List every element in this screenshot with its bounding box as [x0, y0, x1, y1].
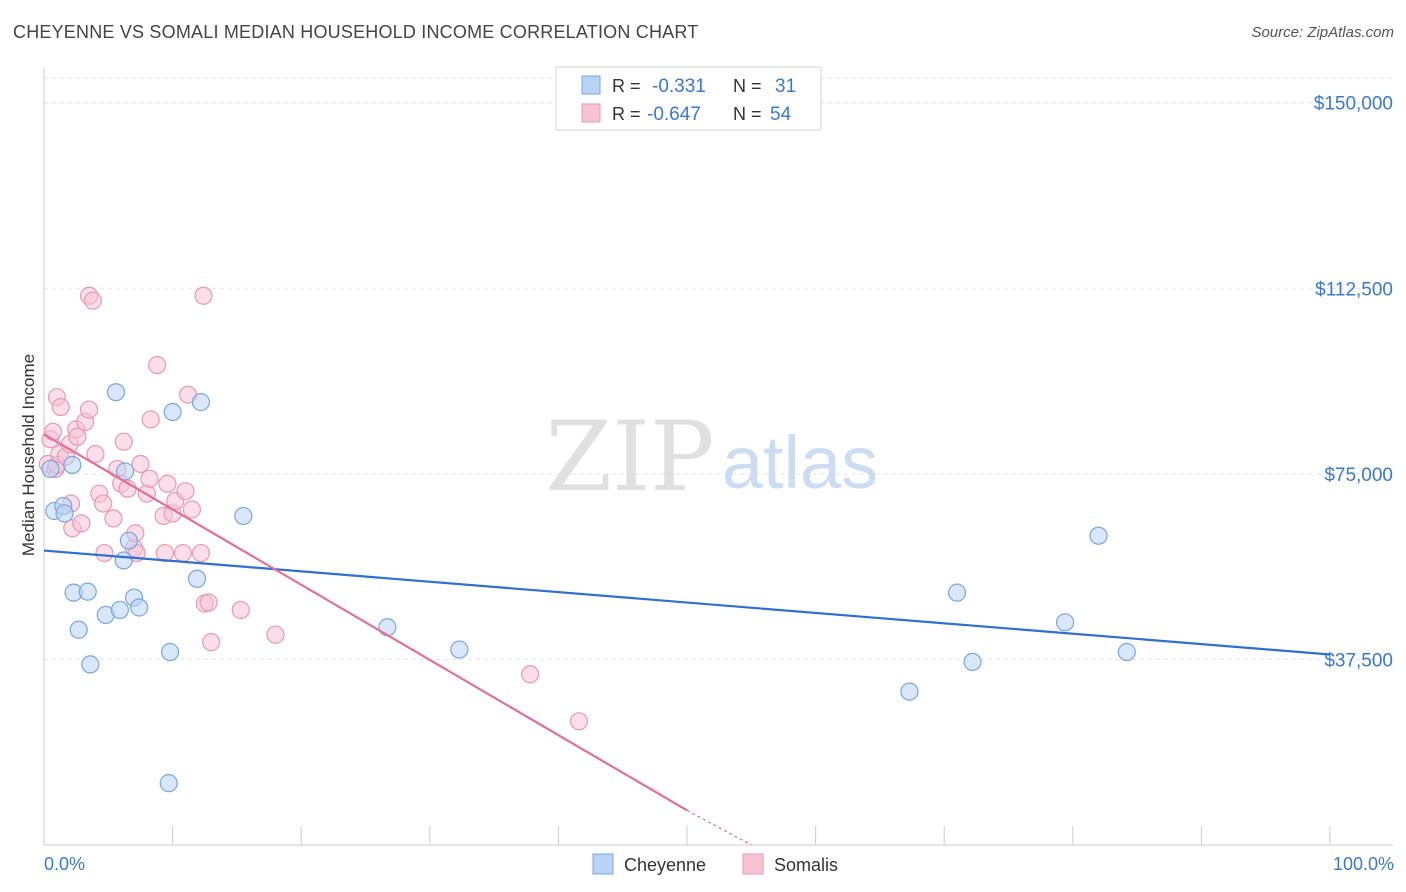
cheyenne-point	[159, 774, 178, 793]
legend-n-value-1: 31	[775, 76, 796, 97]
correlation-legend: R = -0.331 N = 31 R = -0.647 N = 54	[555, 66, 822, 131]
source-label: Source: ZipAtlas.com	[1251, 24, 1394, 41]
x-tick-label: 0.0%	[44, 854, 85, 874]
series-legend: Cheyenne Somalis	[592, 853, 838, 875]
somali-trend-line	[43, 433, 688, 812]
cheyenne-point	[78, 582, 97, 601]
legend-r-value-1: -0.331	[652, 76, 706, 97]
legend-bottom-swatch-somali	[742, 853, 764, 875]
cheyenne-point	[450, 640, 469, 659]
somali-point	[68, 427, 87, 446]
legend-swatch-cheyenne	[581, 75, 601, 95]
legend-swatch-somali	[581, 103, 601, 123]
somali-point	[95, 543, 114, 563]
axes	[43, 68, 1393, 846]
cheyenne-point	[110, 600, 129, 620]
somali-point	[155, 543, 174, 563]
somali-point	[202, 633, 221, 652]
cheyenne-point	[900, 682, 919, 701]
somali-point	[199, 593, 218, 612]
y-tick-label: $112,500	[1315, 279, 1393, 300]
somali-point	[173, 543, 192, 563]
grid-lines	[44, 77, 1395, 660]
y-tick-label: $150,000	[1314, 94, 1393, 115]
cheyenne-point	[378, 618, 397, 637]
somali-point	[569, 712, 589, 731]
legend-n-label-2: N =	[733, 104, 762, 124]
somali-point	[86, 444, 105, 464]
cheyenne-point	[41, 459, 60, 479]
cheyenne-point	[234, 506, 253, 526]
cheyenne-point	[963, 652, 982, 672]
cheyenne-point	[191, 393, 210, 412]
somali-point	[176, 482, 195, 501]
legend-bottom-cheyenne: Cheyenne	[624, 855, 706, 875]
trend-lines	[43, 433, 1331, 846]
cheyenne-point	[947, 583, 967, 602]
somali-point	[104, 509, 123, 528]
chart-title: CHEYENNE VS SOMALI MEDIAN HOUSEHOLD INCO…	[13, 22, 699, 42]
watermark-zip: ZIP	[545, 401, 714, 513]
cheyenne-point	[55, 504, 74, 523]
somali-point	[141, 410, 160, 429]
cheyenne-point	[1089, 526, 1108, 545]
legend-r-label-2: R =	[612, 104, 641, 124]
legend-bottom-somalis: Somalis	[774, 855, 838, 875]
somali-point	[194, 286, 213, 305]
legend-n-value-2: 54	[770, 104, 792, 125]
somali-trend-extension	[686, 809, 752, 846]
somali-point	[79, 400, 99, 419]
somali-point	[182, 500, 201, 519]
somali-point	[114, 432, 133, 451]
y-axis-label: Median Household Income	[19, 354, 38, 556]
somali-point	[191, 543, 210, 563]
cheyenne-point	[1055, 613, 1075, 632]
cheyenne-point	[1117, 642, 1136, 662]
legend-r-value-2: -0.647	[647, 104, 701, 125]
cheyenne-point	[63, 455, 82, 475]
y-tick-label: $37,500	[1324, 650, 1393, 671]
cheyenne-point	[115, 462, 135, 481]
somali-point	[148, 355, 167, 375]
cheyenne-point	[119, 531, 138, 550]
legend-bottom-swatch-cheyenne	[592, 853, 614, 875]
cheyenne-point	[114, 551, 133, 570]
x-tick-labels: 0.0% 100.0%	[44, 854, 1394, 874]
cheyenne-point	[187, 569, 207, 588]
somali-point	[94, 494, 113, 513]
somali-point	[72, 514, 91, 533]
cheyenne-point	[81, 655, 100, 674]
y-tick-labels: $37,500 $75,000 $112,500 $150,000	[1314, 94, 1393, 672]
somali-point	[131, 454, 150, 474]
watermark-atlas: atlas	[722, 421, 878, 504]
somali-points	[38, 286, 589, 731]
somali-point	[521, 665, 540, 684]
somali-point	[51, 397, 70, 417]
legend-r-label-1: R =	[612, 76, 641, 96]
cheyenne-point	[69, 620, 88, 639]
cheyenne-point	[106, 383, 126, 402]
legend-n-label-1: N =	[733, 76, 762, 96]
cheyenne-point	[160, 642, 180, 662]
somali-point	[83, 291, 102, 310]
cheyenne-point	[130, 598, 149, 617]
y-tick-label: $75,000	[1324, 465, 1393, 486]
somali-point	[158, 474, 177, 493]
somali-point	[266, 625, 285, 644]
somali-point	[43, 422, 63, 441]
somali-point	[140, 469, 159, 488]
somali-point	[231, 600, 250, 620]
cheyenne-trend-line	[43, 549, 1331, 656]
watermark: ZIP atlas	[545, 401, 878, 513]
cheyenne-point	[163, 402, 182, 422]
x-tick-label: 100.0%	[1333, 854, 1394, 874]
